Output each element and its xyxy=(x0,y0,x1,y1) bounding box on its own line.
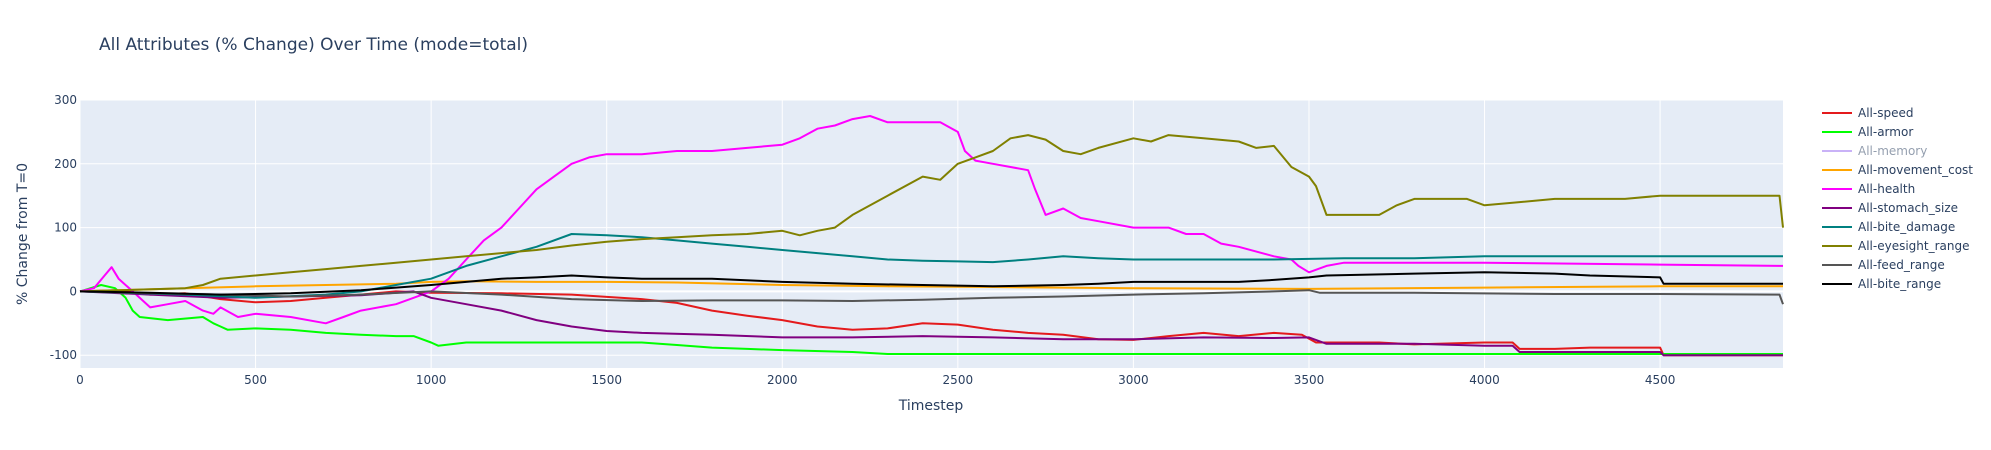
y-axis: -100 0 100 200 300 xyxy=(50,93,77,362)
legend-item[interactable]: All-health xyxy=(1822,182,1915,196)
x-tick-label: 2500 xyxy=(943,373,974,387)
legend-item[interactable]: All-speed xyxy=(1822,106,1913,120)
legend-item[interactable]: All-bite_damage xyxy=(1822,220,1955,234)
legend-item[interactable]: All-feed_range xyxy=(1822,258,1945,272)
legend-label: All-feed_range xyxy=(1858,258,1945,272)
y-tick-label: 300 xyxy=(54,93,77,107)
series-line-all-eyesight-range xyxy=(79,134,1784,293)
legend-item[interactable]: All-stomach_size xyxy=(1822,201,1958,215)
legend: All-speed All-armor All-memory All-movement… xyxy=(1822,106,1973,291)
y-tick-label: 100 xyxy=(54,221,77,235)
y-tick-label: -100 xyxy=(50,348,77,362)
legend-item[interactable]: All-movement_cost xyxy=(1822,163,1973,177)
legend-label: All-health xyxy=(1858,182,1915,196)
plot-area xyxy=(80,100,1783,368)
legend-item[interactable]: All-memory xyxy=(1822,144,1927,158)
legend-label: All-stomach_size xyxy=(1858,201,1958,215)
y-axis-title: % Change from T=0 xyxy=(15,163,31,305)
series-line-all-armor xyxy=(79,284,1783,355)
chart-title: All Attributes (% Change) Over Time (mod… xyxy=(99,35,528,55)
x-tick-label: 4500 xyxy=(1645,373,1676,387)
series-line-all-feed-range xyxy=(79,289,1784,305)
y-tick-label: 0 xyxy=(69,284,77,298)
x-tick-label: 1000 xyxy=(416,373,447,387)
legend-item[interactable]: All-bite_range xyxy=(1822,277,1941,291)
legend-label: All-armor xyxy=(1858,125,1913,139)
x-tick-label: 500 xyxy=(244,373,267,387)
x-tick-label: 3500 xyxy=(1294,373,1325,387)
series-layer xyxy=(79,115,1784,357)
legend-label: All-memory xyxy=(1858,144,1927,158)
legend-label: All-bite_damage xyxy=(1858,220,1955,234)
series-line-all-bite-range xyxy=(79,271,1783,296)
series-line-all-health xyxy=(79,115,1784,325)
legend-item[interactable]: All-eyesight_range xyxy=(1822,239,1969,253)
legend-item[interactable]: All-armor xyxy=(1822,125,1913,139)
x-tick-label: 3000 xyxy=(1118,373,1149,387)
series-line-all-movement-cost xyxy=(79,280,1783,293)
legend-label: All-movement_cost xyxy=(1858,163,1973,177)
y-tick-label: 200 xyxy=(54,157,77,171)
x-tick-label: 4000 xyxy=(1469,373,1500,387)
legend-label: All-speed xyxy=(1858,106,1913,120)
x-axis: 0 500 1000 1500 2000 2500 3000 3500 4000 4500 xyxy=(76,373,1675,387)
series-line-all-speed xyxy=(79,289,1783,357)
x-tick-label: 0 xyxy=(76,373,84,387)
legend-label: All-eyesight_range xyxy=(1858,239,1969,253)
x-tick-label: 1500 xyxy=(591,373,622,387)
x-tick-label: 2000 xyxy=(767,373,798,387)
series-line-all-bite-damage xyxy=(79,233,1783,299)
x-axis-title: Timestep xyxy=(898,398,964,414)
legend-label: All-bite_range xyxy=(1858,277,1941,291)
